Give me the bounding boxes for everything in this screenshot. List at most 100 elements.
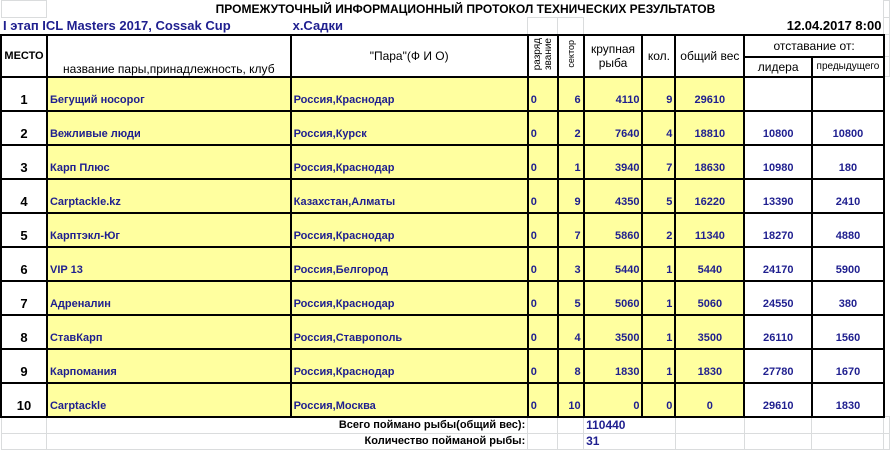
cell-leader[interactable]: 10800 — [743, 109, 813, 146]
cell-sector[interactable]: 10 — [556, 381, 585, 418]
cell-sector[interactable]: 1 — [556, 143, 585, 180]
cell-team[interactable]: VIP 13 — [45, 245, 292, 282]
cell-count[interactable]: 4 — [641, 109, 677, 146]
cell-place[interactable]: 9 — [0, 347, 48, 384]
cell-place[interactable]: 10 — [0, 381, 48, 418]
cell-prev[interactable]: 1560 — [810, 313, 885, 350]
cell-prev[interactable]: 1830 — [810, 381, 885, 418]
cell-region[interactable]: Россия,Краснодар — [289, 143, 529, 180]
cell-rank[interactable]: 0 — [526, 245, 559, 282]
cell-big[interactable]: 7640 — [582, 109, 644, 146]
cell-sector[interactable]: 8 — [556, 347, 585, 384]
cell-weight[interactable]: 0 — [674, 381, 746, 418]
cell-region[interactable]: Россия,Москва — [289, 381, 529, 418]
cell-sector[interactable]: 6 — [556, 75, 585, 112]
cell-count[interactable]: 2 — [641, 211, 677, 248]
cell-sector[interactable]: 3 — [556, 245, 585, 282]
cell-count[interactable]: 5 — [641, 177, 677, 214]
cell-big[interactable]: 1830 — [582, 347, 644, 384]
cell-team[interactable]: Carptackle — [45, 381, 292, 418]
cell-big[interactable]: 3940 — [582, 143, 644, 180]
cell-count[interactable]: 1 — [641, 279, 677, 316]
cell-prev[interactable]: 5900 — [810, 245, 885, 282]
cell-big[interactable]: 5860 — [582, 211, 644, 248]
cell-big[interactable]: 4350 — [582, 177, 644, 214]
cell-team[interactable]: СтавКарп — [45, 313, 292, 350]
cell-prev[interactable]: 4880 — [810, 211, 885, 248]
cell-prev[interactable]: 10800 — [810, 109, 885, 146]
cell-count[interactable]: 1 — [641, 313, 677, 350]
cell-sector[interactable]: 5 — [556, 279, 585, 316]
cell-big[interactable]: 5060 — [582, 279, 644, 316]
cell-big[interactable]: 4110 — [582, 75, 644, 112]
cell-team[interactable]: Бегущий носорог — [45, 75, 292, 112]
cell-weight[interactable]: 1830 — [674, 347, 746, 384]
cell-rank[interactable]: 0 — [526, 177, 559, 214]
cell-place[interactable]: 4 — [0, 177, 48, 214]
cell-region[interactable]: Казахстан,Алматы — [289, 177, 529, 214]
cell-prev[interactable]: 180 — [810, 143, 885, 180]
cell-prev[interactable] — [810, 75, 885, 112]
cell-rank[interactable]: 0 — [526, 75, 559, 112]
cell-region[interactable]: Россия,Курск — [289, 109, 529, 146]
cell-place[interactable]: 3 — [0, 143, 48, 180]
cell-leader[interactable]: 24550 — [743, 279, 813, 316]
cell-rank[interactable]: 0 — [526, 381, 559, 418]
cell-region[interactable]: Россия,Краснодар — [289, 75, 529, 112]
cell-rank[interactable]: 0 — [526, 279, 559, 316]
cell-count[interactable]: 1 — [641, 245, 677, 282]
cell-place[interactable]: 2 — [0, 109, 48, 146]
cell-weight[interactable]: 11340 — [674, 211, 746, 248]
cell-weight[interactable]: 3500 — [674, 313, 746, 350]
cell-place[interactable]: 1 — [0, 75, 48, 112]
cell-region[interactable]: Россия,Краснодар — [289, 347, 529, 384]
cell-prev[interactable]: 380 — [810, 279, 885, 316]
cell-leader[interactable]: 18270 — [743, 211, 813, 248]
cell-count[interactable]: 1 — [641, 347, 677, 384]
cell-weight[interactable]: 29610 — [674, 75, 746, 112]
cell-rank[interactable]: 0 — [526, 211, 559, 248]
cell-count[interactable]: 9 — [641, 75, 677, 112]
cell-rank[interactable]: 0 — [526, 143, 559, 180]
cell-team[interactable]: Вежливые люди — [45, 109, 292, 146]
cell-prev[interactable]: 1670 — [810, 347, 885, 384]
cell-count[interactable]: 0 — [641, 381, 677, 418]
cell-sector[interactable]: 7 — [556, 211, 585, 248]
cell-place[interactable]: 5 — [0, 211, 48, 248]
cell-region[interactable]: Россия,Белгород — [289, 245, 529, 282]
cell-team[interactable]: Карптэкл-Юг — [45, 211, 292, 248]
cell-rank[interactable]: 0 — [526, 313, 559, 350]
cell-team[interactable]: Адреналин — [45, 279, 292, 316]
cell-weight[interactable]: 5060 — [674, 279, 746, 316]
cell-big[interactable]: 0 — [582, 381, 644, 418]
cell-sector[interactable]: 4 — [556, 313, 585, 350]
cell-leader[interactable]: 26110 — [743, 313, 813, 350]
cell-leader[interactable]: 29610 — [743, 381, 813, 418]
cell-team[interactable]: Carptackle.kz — [45, 177, 292, 214]
cell-team[interactable]: Карпомания — [45, 347, 292, 384]
cell-place[interactable]: 8 — [0, 313, 48, 350]
cell-leader[interactable]: 13390 — [743, 177, 813, 214]
cell-weight[interactable]: 5440 — [674, 245, 746, 282]
cell-leader[interactable]: 27780 — [743, 347, 813, 384]
cell-region[interactable]: Россия,Краснодар — [289, 211, 529, 248]
cell-big[interactable]: 5440 — [582, 245, 644, 282]
cell-weight[interactable]: 16220 — [674, 177, 746, 214]
cell-region[interactable]: Россия,Краснодар — [289, 279, 529, 316]
cell-prev[interactable]: 2410 — [810, 177, 885, 214]
cell-region[interactable]: Россия,Ставрополь — [289, 313, 529, 350]
cell-place[interactable]: 6 — [0, 245, 48, 282]
cell-weight[interactable]: 18630 — [674, 143, 746, 180]
cell-weight[interactable]: 18810 — [674, 109, 746, 146]
cell-rank[interactable]: 0 — [526, 109, 559, 146]
cell-leader[interactable]: 10980 — [743, 143, 813, 180]
cell-leader[interactable]: 24170 — [743, 245, 813, 282]
cell-rank[interactable]: 0 — [526, 347, 559, 384]
cell-count[interactable]: 7 — [641, 143, 677, 180]
cell-big[interactable]: 3500 — [582, 313, 644, 350]
cell-team[interactable]: Карп Плюс — [45, 143, 292, 180]
cell-sector[interactable]: 2 — [556, 109, 585, 146]
cell-leader[interactable] — [743, 75, 813, 112]
cell-place[interactable]: 7 — [0, 279, 48, 316]
cell-sector[interactable]: 9 — [556, 177, 585, 214]
